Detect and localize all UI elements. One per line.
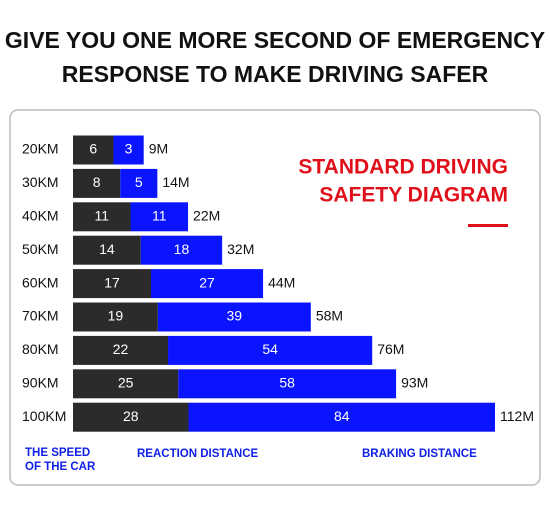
bar-segment xyxy=(140,235,223,265)
axis-label: OF THE CAR xyxy=(25,461,96,473)
total-label: 9M xyxy=(149,141,168,157)
category-label: 60KM xyxy=(22,274,59,290)
total-label: 76M xyxy=(377,341,404,357)
data-label: 6 xyxy=(89,141,97,157)
data-label: 54 xyxy=(262,341,278,357)
data-label: 58 xyxy=(279,375,295,391)
data-label: 18 xyxy=(174,241,190,257)
bar-segment xyxy=(168,335,373,365)
bar-segment xyxy=(178,369,397,399)
underline xyxy=(468,224,508,227)
bar-segment xyxy=(73,369,179,399)
total-label: 32M xyxy=(227,241,254,257)
data-label: 84 xyxy=(334,408,350,424)
bar-segment xyxy=(157,302,311,332)
total-label: 14M xyxy=(162,174,189,190)
category-label: 100KM xyxy=(22,408,66,424)
bar-segment xyxy=(73,302,158,332)
category-label: 20KM xyxy=(22,141,59,157)
data-label: 11 xyxy=(94,208,109,224)
data-label: 5 xyxy=(135,174,143,190)
legend-entry: BRAKING DISTANCE xyxy=(362,448,477,460)
bar-segment xyxy=(188,402,495,432)
category-label: 70KM xyxy=(22,308,59,324)
bar-segment xyxy=(73,168,121,198)
total-label: 22M xyxy=(193,208,220,224)
bar-segment xyxy=(130,202,189,232)
data-label: 11 xyxy=(152,208,167,224)
category-label: 50KM xyxy=(22,241,59,257)
bar-segment xyxy=(73,135,114,165)
data-label: 3 xyxy=(125,141,133,157)
axis-label: THE SPEED xyxy=(25,447,90,459)
category-label: 80KM xyxy=(22,341,59,357)
annotation: SAFETY DIAGRAM xyxy=(319,184,508,207)
legend-entry: REACTION DISTANCE xyxy=(137,448,259,460)
bar-segment xyxy=(73,402,189,432)
annotation: STANDARD DRIVING xyxy=(298,156,508,179)
title-line: RESPONSE TO MAKE DRIVING SAFER xyxy=(62,61,489,87)
category-label: 30KM xyxy=(22,174,59,190)
total-label: 44M xyxy=(268,274,295,290)
title-line: GIVE YOU ONE MORE SECOND OF EMERGENCY xyxy=(5,27,545,53)
category-label: 90KM xyxy=(22,375,59,391)
data-label: 17 xyxy=(104,274,120,290)
category-label: 40KM xyxy=(22,208,59,224)
panel xyxy=(9,109,541,486)
bar-segment xyxy=(73,269,151,299)
data-label: 39 xyxy=(227,308,243,324)
bar-segment xyxy=(73,335,169,365)
data-label: 28 xyxy=(123,408,139,424)
total-label: 112M xyxy=(500,408,534,424)
data-label: 19 xyxy=(108,308,124,324)
data-label: 22 xyxy=(113,341,129,357)
data-label: 14 xyxy=(99,241,115,257)
bar-segment xyxy=(150,269,264,299)
data-label: 8 xyxy=(93,174,101,190)
bar-segment xyxy=(113,135,144,165)
bar-segment xyxy=(73,235,141,265)
total-label: 93M xyxy=(401,375,428,391)
bar-segment xyxy=(120,168,158,198)
data-label: 25 xyxy=(118,375,134,391)
bar-segment xyxy=(73,202,131,232)
data-label: 27 xyxy=(199,274,215,290)
total-label: 58M xyxy=(316,308,343,324)
